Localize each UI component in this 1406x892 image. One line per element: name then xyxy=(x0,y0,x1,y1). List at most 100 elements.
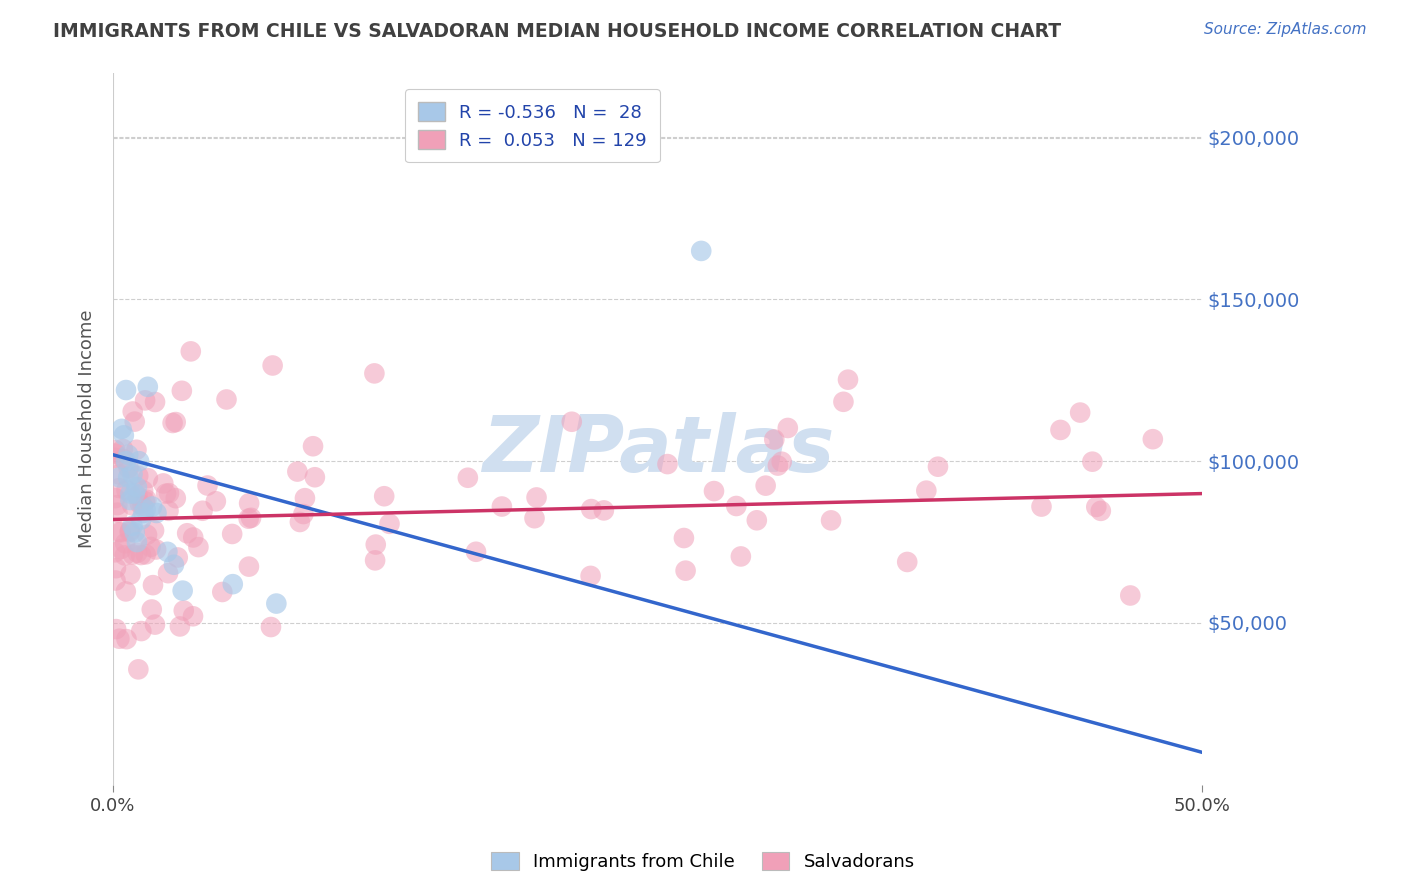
Point xyxy=(120,567,142,582)
Point xyxy=(1090,504,1112,518)
Point xyxy=(238,559,260,574)
Point xyxy=(690,244,713,258)
Point xyxy=(115,483,138,498)
Point xyxy=(136,380,159,394)
Point xyxy=(104,574,127,588)
Point xyxy=(112,428,135,442)
Point xyxy=(135,492,157,507)
Point xyxy=(165,415,187,429)
Point xyxy=(221,527,243,541)
Point xyxy=(288,515,311,529)
Point xyxy=(755,478,778,492)
Point xyxy=(260,620,283,634)
Point xyxy=(104,447,127,461)
Point xyxy=(262,359,284,373)
Point xyxy=(1142,432,1164,446)
Point xyxy=(162,416,184,430)
Point xyxy=(745,513,768,527)
Point xyxy=(141,602,163,616)
Point xyxy=(117,470,139,484)
Point xyxy=(132,506,155,520)
Point xyxy=(837,373,859,387)
Point xyxy=(117,448,139,462)
Point xyxy=(285,465,308,479)
Point xyxy=(134,393,156,408)
Point xyxy=(110,541,132,556)
Point xyxy=(136,471,159,485)
Point xyxy=(176,526,198,541)
Point xyxy=(105,622,128,636)
Point xyxy=(115,383,138,397)
Point xyxy=(121,519,143,533)
Point xyxy=(1081,455,1104,469)
Point xyxy=(124,486,146,500)
Point xyxy=(896,555,918,569)
Point xyxy=(104,491,127,505)
Point xyxy=(222,577,245,591)
Text: IMMIGRANTS FROM CHILE VS SALVADORAN MEDIAN HOUSEHOLD INCOME CORRELATION CHART: IMMIGRANTS FROM CHILE VS SALVADORAN MEDI… xyxy=(53,22,1062,41)
Point xyxy=(111,442,134,456)
Point xyxy=(135,548,157,562)
Point xyxy=(378,516,401,531)
Point xyxy=(523,511,546,525)
Point xyxy=(156,545,179,559)
Point xyxy=(1085,500,1108,514)
Point xyxy=(121,499,143,513)
Legend: R = -0.536   N =  28, R =  0.053   N = 129: R = -0.536 N = 28, R = 0.053 N = 129 xyxy=(405,89,659,162)
Point xyxy=(108,481,131,495)
Point xyxy=(141,500,163,514)
Point xyxy=(915,483,938,498)
Point xyxy=(143,617,166,632)
Point xyxy=(215,392,238,407)
Point xyxy=(465,545,488,559)
Point xyxy=(118,525,141,540)
Point xyxy=(127,546,149,560)
Point xyxy=(191,504,214,518)
Point xyxy=(104,450,127,465)
Point xyxy=(763,433,786,447)
Point xyxy=(114,536,136,550)
Point xyxy=(120,486,142,500)
Point xyxy=(125,442,148,457)
Point xyxy=(105,498,128,512)
Point xyxy=(110,525,132,540)
Point xyxy=(266,597,288,611)
Point xyxy=(115,632,138,647)
Point xyxy=(180,344,202,359)
Point xyxy=(675,564,697,578)
Point xyxy=(373,489,395,503)
Point xyxy=(205,494,228,508)
Point xyxy=(111,422,134,436)
Point xyxy=(173,604,195,618)
Point xyxy=(776,421,799,435)
Point xyxy=(104,561,127,575)
Point xyxy=(703,484,725,499)
Point xyxy=(118,524,141,538)
Point xyxy=(114,584,136,599)
Point xyxy=(108,632,131,646)
Point xyxy=(170,384,193,398)
Point xyxy=(145,506,167,520)
Point xyxy=(121,467,143,482)
Point xyxy=(131,624,153,638)
Point xyxy=(294,491,316,505)
Point xyxy=(120,493,142,508)
Point xyxy=(108,467,131,482)
Point xyxy=(107,506,129,520)
Point xyxy=(1049,423,1071,437)
Point xyxy=(127,489,149,503)
Point xyxy=(491,500,513,514)
Point xyxy=(129,512,152,526)
Point xyxy=(579,569,602,583)
Point xyxy=(124,525,146,540)
Point xyxy=(129,548,152,562)
Point xyxy=(172,583,194,598)
Point xyxy=(526,491,548,505)
Point xyxy=(145,542,167,557)
Point xyxy=(363,367,385,381)
Point xyxy=(163,558,186,572)
Point xyxy=(181,531,204,545)
Point xyxy=(211,585,233,599)
Point xyxy=(238,496,260,510)
Point xyxy=(1031,500,1053,514)
